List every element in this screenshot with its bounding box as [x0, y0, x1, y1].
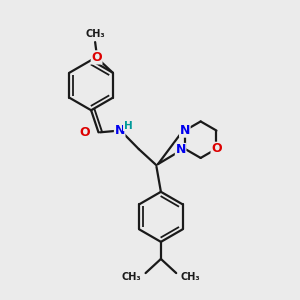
Text: N: N	[180, 124, 190, 137]
Text: CH₃: CH₃	[181, 272, 200, 283]
Text: H: H	[124, 121, 132, 130]
Text: N: N	[115, 124, 125, 137]
Text: N: N	[176, 143, 186, 157]
Text: CH₃: CH₃	[85, 28, 105, 39]
Text: O: O	[79, 126, 90, 139]
Text: O: O	[211, 142, 222, 155]
Text: CH₃: CH₃	[122, 272, 141, 283]
Text: O: O	[91, 51, 102, 64]
